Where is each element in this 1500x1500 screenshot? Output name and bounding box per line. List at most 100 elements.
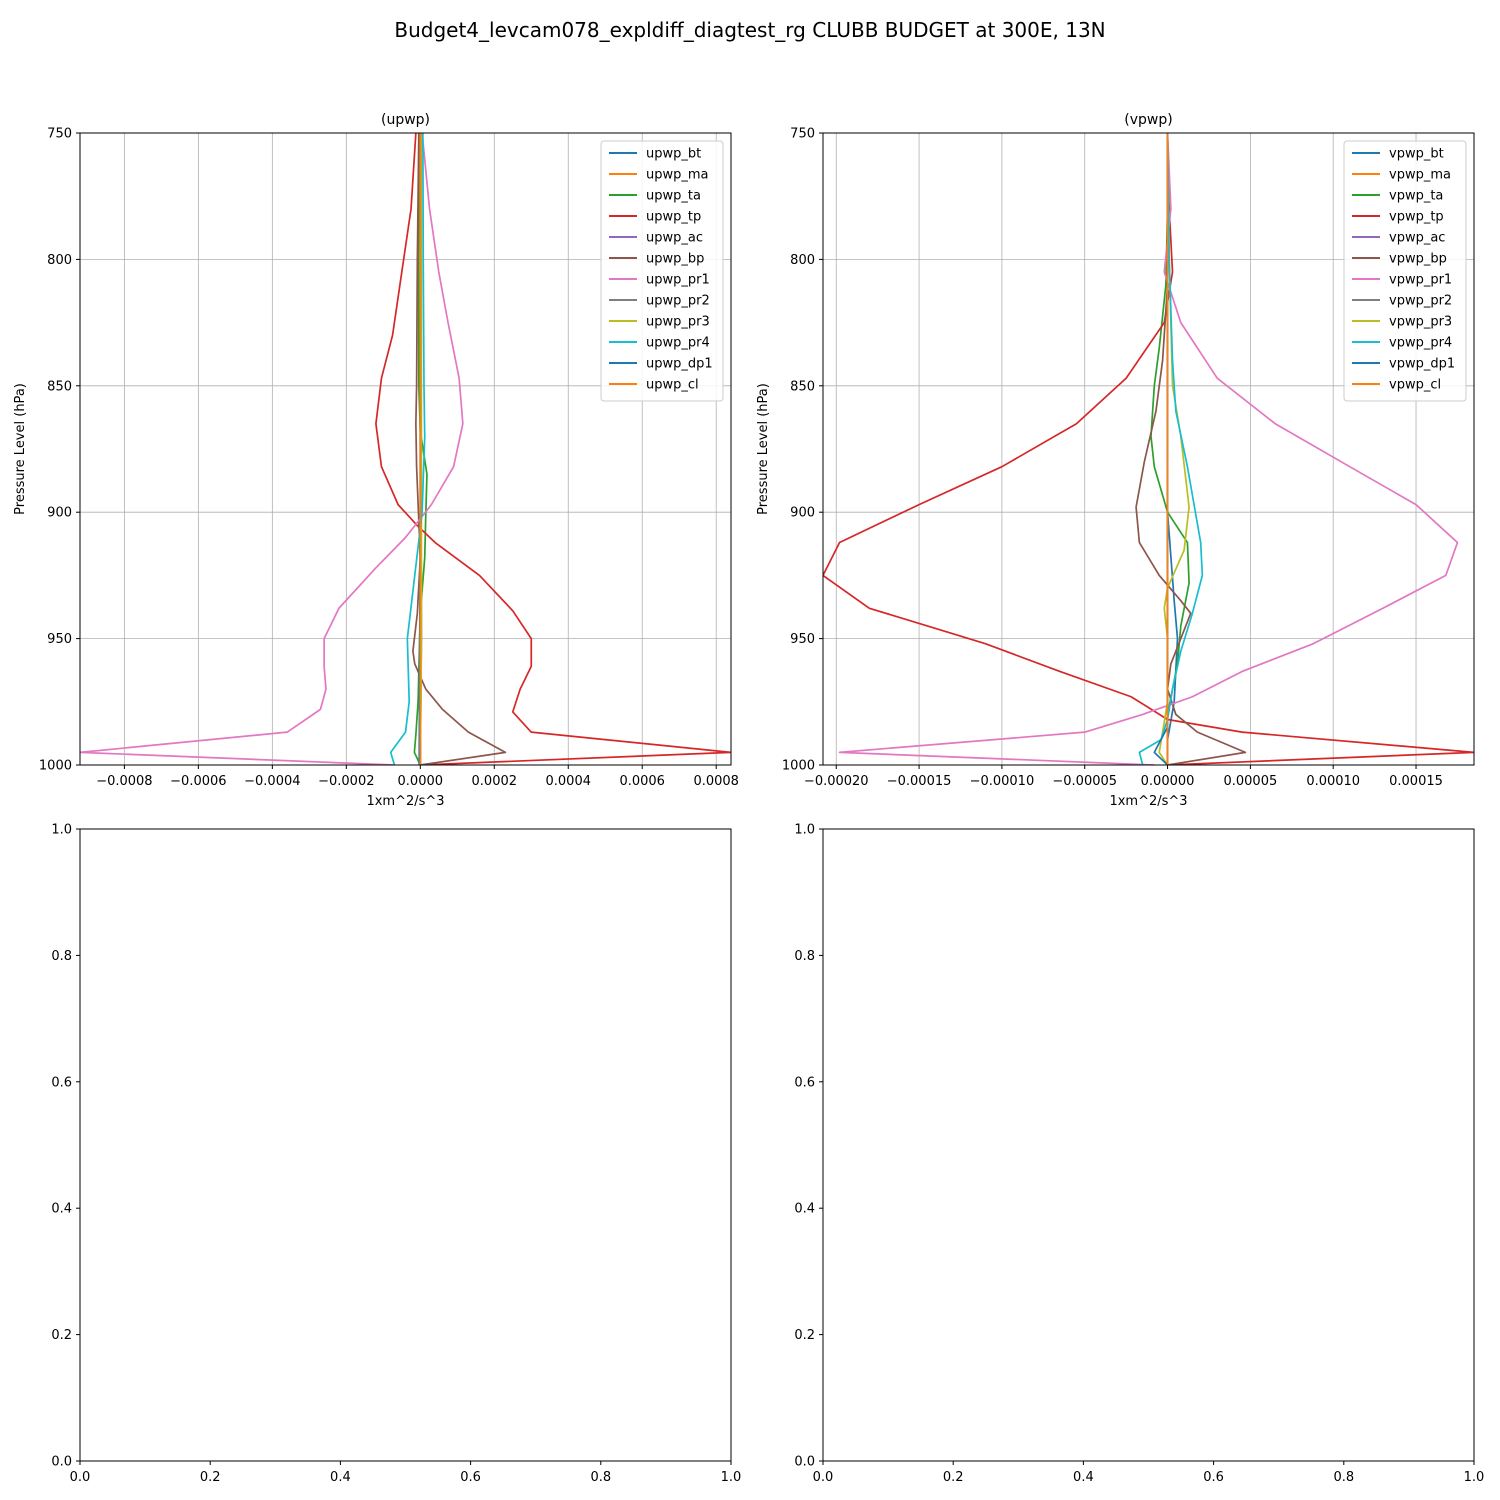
y-tick-label: 950 [47,632,72,647]
y-tick-label: 750 [47,127,72,142]
legend-label-upwp-bp: upwp_bp [646,252,704,267]
legend-label-vpwp-cl: vpwp_cl [1389,378,1441,393]
y-tick-label: 800 [790,253,815,268]
legend-label-vpwp-pr4: vpwp_pr4 [1389,336,1452,351]
legend-label-vpwp-ta: vpwp_ta [1389,189,1443,204]
x-tick-label: −0.00020 [804,774,869,789]
series-line-vpwp-bp [1135,133,1247,765]
x-tick-label: 0.6 [460,1470,481,1485]
x-tick-label: −0.00015 [887,774,952,789]
series-group [823,133,1474,765]
x-axis-label: 1xm^2/s^3 [1109,794,1187,809]
y-tick-label: 850 [790,379,815,394]
x-tick-label: −0.0004 [244,774,300,789]
series-line-vpwp-dp1 [1153,133,1169,765]
y-tick-label: 950 [790,632,815,647]
x-tick-label: 0.6 [1203,1470,1224,1485]
y-axis-label: Pressure Level (hPa) [13,383,28,515]
y-tick-label: 0.6 [794,1075,815,1090]
legend-box [600,140,724,402]
panel-1: −0.0008 −0.0006 −0.0004 −0.0002 0.0000 0.0002… [13,112,739,809]
x-tick-label: 0.0008 [693,774,739,789]
y-tick-label: 0.4 [794,1202,815,1217]
axes-frame [822,132,1475,766]
y-tick-label: 1000 [782,759,815,774]
panel-4: 0.0 0.2 0.4 0.6 0.8 1.0 0.0 0.2 0.4 0.6 0.8 1.0 [794,823,1484,1486]
legend-label-vpwp-pr3: vpwp_pr3 [1389,315,1452,330]
x-tick-label: 0.2 [943,1470,964,1485]
x-tick-label: 1.0 [721,1470,742,1485]
x-tick-label: 0.00010 [1306,774,1360,789]
legend-label-vpwp-bp: vpwp_bp [1389,252,1447,267]
x-tick-label: 0.4 [330,1470,351,1485]
panel-title: (vpwp) [1124,112,1172,128]
legend-label-vpwp-pr2: vpwp_pr2 [1389,294,1452,309]
panel-title: (upwp) [381,112,430,128]
x-tick-label: 0.2 [200,1470,221,1485]
legend-label-vpwp-dp1: vpwp_dp1 [1389,357,1455,372]
legend-label-vpwp-ac: vpwp_ac [1389,231,1445,246]
figure-suptitle: Budget4_levcam078_expldiff_diagtest_rg C… [394,18,1105,42]
legend-label-upwp-pr2: upwp_pr2 [646,294,710,309]
x-tick-label: 0.0000 [398,774,444,789]
y-tick-label: 1.0 [51,823,72,838]
x-axis-label: 1xm^2/s^3 [366,794,444,809]
legend-label-vpwp-ma: vpwp_ma [1389,168,1451,183]
y-tick-label: 0.8 [51,949,72,964]
x-tick-label: 1.0 [1464,1470,1485,1485]
legend: vpwp_bt vpwp_ma vpwp_ta vpwp_tp vpwp_ac vpwp_… [1343,140,1467,402]
x-tick-label: 0.00000 [1141,774,1195,789]
axes-frame [822,828,1475,1462]
legend-label-upwp-pr1: upwp_pr1 [646,273,710,288]
y-tick-label: 1.0 [794,823,815,838]
legend-label-upwp-ma: upwp_ma [646,168,709,183]
x-tick-label: 0.4 [1073,1470,1094,1485]
legend-label-upwp-dp1: upwp_dp1 [646,357,713,372]
x-tick-label: 0.0 [70,1470,91,1485]
legend-label-upwp-cl: upwp_cl [646,378,699,393]
y-tick-label: 0.2 [794,1328,815,1343]
x-tick-label: −0.00005 [1052,774,1117,789]
legend-label-vpwp-pr1: vpwp_pr1 [1389,273,1452,288]
y-tick-label: 850 [47,379,72,394]
axes-frame [79,132,732,766]
series-line-upwp-tp [375,133,731,765]
x-tick-label: −0.0008 [96,774,152,789]
y-tick-label: 0.8 [794,949,815,964]
x-tick-label: 0.8 [590,1470,611,1485]
series-line-upwp-pr1 [80,133,464,765]
x-tick-label: 0.00015 [1389,774,1443,789]
y-tick-label: 0.0 [794,1455,815,1470]
y-axis-label: Pressure Level (hPa) [756,383,771,515]
y-tick-label: 900 [47,506,72,521]
legend-label-vpwp-bt: vpwp_bt [1389,147,1444,162]
y-tick-label: 900 [790,506,815,521]
x-tick-label: −0.0002 [318,774,374,789]
legend-label-upwp-ta: upwp_ta [646,189,701,204]
y-tick-label: 0.4 [51,1202,72,1217]
legend-label-upwp-pr3: upwp_pr3 [646,315,710,330]
panel-3: 0.0 0.2 0.4 0.6 0.8 1.0 0.0 0.2 0.4 0.6 0.8 1.0 [51,823,741,1486]
legend-label-upwp-pr4: upwp_pr4 [646,336,710,351]
x-tick-label: −0.0006 [170,774,226,789]
series-line-upwp-pr4 [389,133,426,765]
x-tick-label: 0.0002 [472,774,518,789]
series-group [80,133,731,765]
series-line-vpwp-pr3 [1158,133,1190,765]
series-line-vpwp-ta [1150,133,1190,765]
legend-box [1343,140,1467,402]
y-tick-label: 1000 [39,759,72,774]
legend: upwp_bt upwp_ma upwp_ta upwp_tp upwp_ac upwp_… [600,140,724,402]
y-tick-label: 0.2 [51,1328,72,1343]
x-tick-label: 0.8 [1333,1470,1354,1485]
panel-2: −0.00020 −0.00015 −0.00010 −0.00005 0.00000 0… [756,112,1475,809]
x-tick-label: 0.0006 [619,774,665,789]
series-line-upwp-bp [412,133,507,765]
y-tick-label: 0.0 [51,1455,72,1470]
series-line-upwp-ta [413,133,428,765]
series-line-vpwp-pr1 [838,133,1459,765]
x-tick-label: −0.00010 [970,774,1035,789]
legend-label-upwp-ac: upwp_ac [646,231,703,246]
panels-container: −0.0008 −0.0006 −0.0004 −0.0002 0.0000 0.0002… [13,112,1484,1485]
